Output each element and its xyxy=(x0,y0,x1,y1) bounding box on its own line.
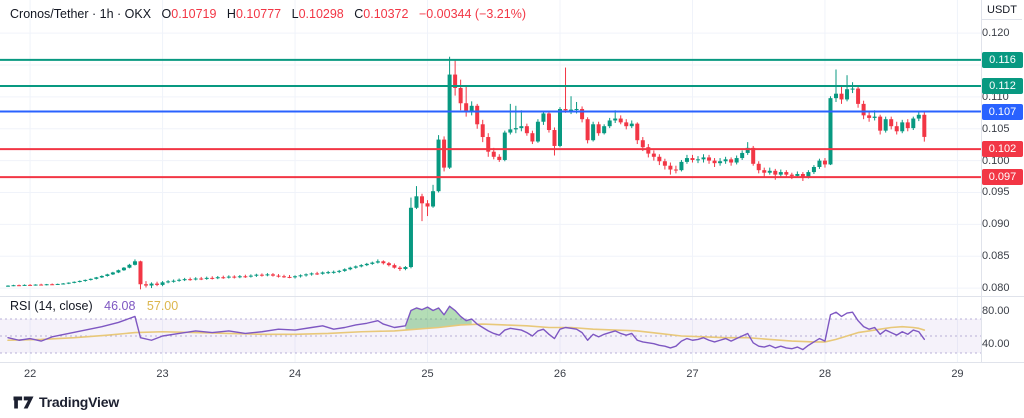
price-axis[interactable]: USDT 0.080 0.085 0.090 0.095 0.100 0.105 0.110… xyxy=(982,0,1024,297)
axis-currency-label: USDT xyxy=(982,2,1022,20)
symbol-title[interactable]: Cronos/Tether · 1h · OKX xyxy=(10,7,152,21)
symbol-ohlc-header[interactable]: Cronos/Tether · 1h · OKX O0.10719 H0.107… xyxy=(10,7,526,21)
change-value: −0.00344 (−3.21%) xyxy=(418,7,526,21)
time-tick-label: 22 xyxy=(23,368,37,380)
price-pane[interactable] xyxy=(0,0,981,297)
pane-separator[interactable] xyxy=(0,296,1024,297)
time-tick-label: 24 xyxy=(288,368,302,380)
rsi-value: 46.08 xyxy=(104,299,136,313)
price-tick-label: 0.080 xyxy=(982,282,1010,295)
time-tick-label: 28 xyxy=(818,368,832,380)
high-value: 0.10777 xyxy=(235,7,282,21)
price-tick-label: 0.100 xyxy=(982,154,1010,167)
price-tick-label: 0.105 xyxy=(982,122,1010,135)
price-level-badge[interactable]: 0.112 xyxy=(982,78,1023,95)
rsi-label[interactable]: RSI (14, close) xyxy=(10,299,93,313)
rsi-pane[interactable] xyxy=(0,297,981,362)
tradingview-logo[interactable]: TradingView xyxy=(13,394,119,410)
rsi-tick-label: 80.00 xyxy=(982,304,1010,317)
rsi-axis[interactable]: 80.00 40.00 xyxy=(982,297,1024,362)
time-tick-label: 26 xyxy=(553,368,567,380)
low-label: L xyxy=(291,7,299,21)
time-axis[interactable]: 22 23 24 25 26 27 28 29 xyxy=(0,362,1024,387)
time-tick-label: 29 xyxy=(951,368,964,380)
time-tick-label: 23 xyxy=(156,368,169,380)
tradingview-icon xyxy=(13,396,34,409)
close-label: C xyxy=(354,7,364,21)
price-level-badge[interactable]: 0.102 xyxy=(982,141,1023,158)
open-value: 0.10719 xyxy=(171,7,217,21)
close-value: 0.10372 xyxy=(363,7,409,21)
price-tick-label: 0.120 xyxy=(982,27,1010,40)
price-level-badge[interactable]: 0.107 xyxy=(982,103,1023,120)
price-tick-label: 0.090 xyxy=(982,218,1010,231)
price-tick-label: 0.085 xyxy=(982,250,1010,263)
time-tick-label: 27 xyxy=(686,368,699,380)
price-level-badge[interactable]: 0.097 xyxy=(982,169,1023,186)
rsi-ma-value: 57.00 xyxy=(146,299,179,313)
price-axis-border xyxy=(981,0,982,362)
tradingview-wordmark: TradingView xyxy=(39,394,120,410)
time-tick-label: 25 xyxy=(421,368,434,380)
low-value: 0.10298 xyxy=(298,7,344,21)
rsi-tick-label: 40.00 xyxy=(982,338,1010,351)
price-tick-label: 0.095 xyxy=(982,186,1010,199)
high-label: H xyxy=(226,7,236,21)
open-label: O xyxy=(161,7,172,21)
rsi-indicator-header[interactable]: RSI (14, close) 46.08 57.00 xyxy=(10,299,178,313)
price-level-badge[interactable]: 0.116 xyxy=(982,51,1023,68)
